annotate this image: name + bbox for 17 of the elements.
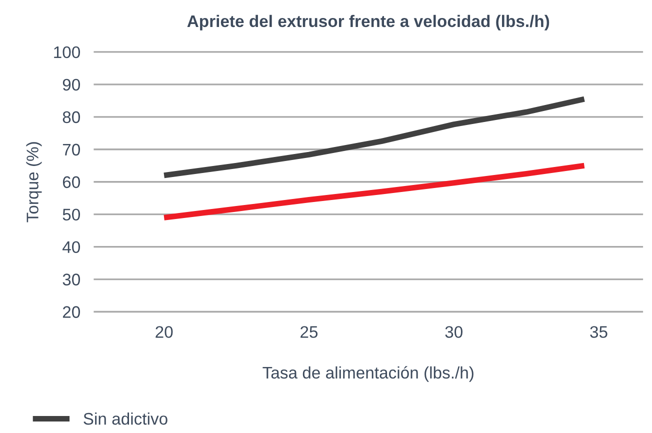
y-tick-label: 20 [62,306,80,318]
y-tick-label: 50 [62,208,80,221]
y-tick-label: 100 [54,46,80,58]
y-axis-title: Torque (%) [26,142,42,222]
y-tick-label: 90 [62,78,80,91]
chart-title: Apriete del extrusor frente a velocidad (lbs./h) [187,14,550,30]
y-tick-label: 60 [62,176,80,188]
y-tick-label: 40 [62,241,80,254]
x-axis-title: Tasa de alimentación (lbs./h) [262,366,474,382]
y-tick-label: 80 [62,111,80,124]
x-tick-label: 25 [300,326,318,338]
y-tick-label: 30 [62,274,80,286]
legend-label: Sin adictivo [84,412,168,425]
x-tick-label: 35 [590,326,608,338]
x-tick-label: 30 [445,326,462,338]
y-tick-label: 70 [62,144,80,156]
x-tick-label: 20 [156,326,173,338]
